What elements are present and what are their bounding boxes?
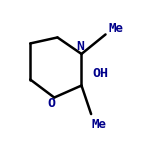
Text: Me: Me xyxy=(91,118,106,131)
Text: Me: Me xyxy=(109,22,124,35)
Text: O: O xyxy=(47,97,55,110)
Text: N: N xyxy=(76,40,84,53)
Text: OH: OH xyxy=(93,67,109,80)
